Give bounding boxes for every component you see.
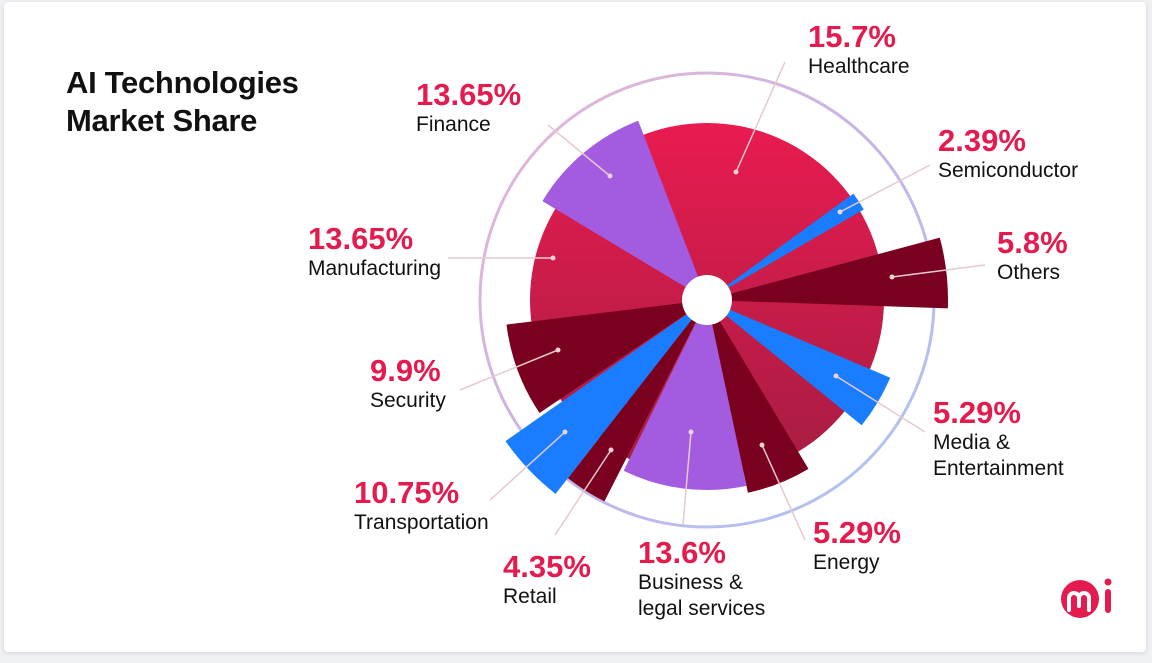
data-label-category: Finance bbox=[416, 113, 491, 136]
data-label: 5.8% Others bbox=[997, 226, 1068, 286]
leader-line bbox=[761, 444, 806, 541]
leader-dot bbox=[562, 429, 568, 435]
wedge-retail bbox=[567, 300, 707, 502]
wedge-energy bbox=[707, 300, 809, 493]
data-label-category: Healthcare bbox=[808, 55, 910, 78]
data-label-value: 13.65% bbox=[416, 77, 522, 112]
data-label: 9.9% Security bbox=[370, 354, 446, 414]
data-label: 15.7% Healthcare bbox=[808, 20, 910, 80]
data-label-value: 4.35% bbox=[503, 549, 591, 584]
leader-dot bbox=[759, 442, 765, 448]
leader-line bbox=[682, 431, 692, 526]
data-label-category: Others bbox=[997, 261, 1061, 284]
data-label-category: Transportation bbox=[354, 511, 489, 534]
data-label-category: Retail bbox=[503, 585, 557, 608]
leader-dot bbox=[837, 209, 843, 215]
data-label: 13.6% Business & legal services bbox=[638, 536, 765, 622]
wedge-business-legal-services bbox=[623, 300, 747, 491]
data-label-category: Security bbox=[370, 389, 446, 412]
data-label-value: 10.75% bbox=[354, 475, 460, 510]
data-label-value: 13.6% bbox=[638, 535, 726, 570]
data-label-value: 13.65% bbox=[308, 221, 414, 256]
data-label: 5.29% Energy bbox=[813, 516, 901, 576]
wedge-others bbox=[707, 237, 948, 309]
data-label: 13.65% Finance bbox=[416, 78, 521, 138]
data-label-category: Manufacturing bbox=[308, 257, 442, 280]
leader-line bbox=[554, 449, 612, 536]
data-label-value: 9.9% bbox=[370, 353, 441, 388]
leader-dot bbox=[833, 373, 839, 379]
data-label-category: Semiconductor bbox=[938, 159, 1079, 182]
data-label-category: Media & Entertainment bbox=[933, 431, 1064, 480]
data-label-value: 2.39% bbox=[938, 123, 1026, 158]
data-label-value: 5.29% bbox=[933, 395, 1021, 430]
leader-line bbox=[835, 375, 926, 433]
wedge-semiconductor bbox=[707, 193, 864, 300]
data-label-value: 15.7% bbox=[808, 19, 896, 54]
leader-dot bbox=[607, 173, 613, 179]
wedge-transportation bbox=[505, 300, 707, 494]
data-label: 4.35% Retail bbox=[503, 550, 591, 610]
leader-line bbox=[839, 164, 931, 213]
leader-dot bbox=[889, 274, 895, 280]
leader-line bbox=[459, 349, 559, 391]
leader-line bbox=[735, 61, 786, 173]
data-label-category: Business & legal services bbox=[638, 571, 766, 620]
leader-dot bbox=[550, 255, 556, 261]
leader-line bbox=[547, 124, 611, 177]
data-label-value: 5.29% bbox=[813, 515, 901, 550]
wedge-finance bbox=[542, 120, 707, 300]
leader-dot bbox=[733, 169, 739, 175]
data-label: 2.39% Semiconductor bbox=[938, 124, 1078, 184]
data-label: 5.29% Media & Entertainment bbox=[933, 396, 1064, 482]
chart-title: AI Technologies Market Share bbox=[66, 65, 299, 138]
center-hole bbox=[682, 275, 732, 325]
brand-logo bbox=[1061, 578, 1112, 618]
data-label: 10.75% Transportation bbox=[354, 476, 489, 536]
leader-line bbox=[489, 431, 566, 501]
wedge-media-entertainment bbox=[707, 300, 891, 426]
data-label-value: 5.8% bbox=[997, 225, 1068, 260]
data-label: 13.65% Manufacturing bbox=[308, 222, 441, 282]
leader-dot bbox=[555, 347, 561, 353]
wedge-security bbox=[506, 300, 707, 413]
data-label-category: Energy bbox=[813, 551, 880, 574]
leader-dot bbox=[608, 447, 614, 453]
leader-dot bbox=[688, 429, 694, 435]
leader-line bbox=[891, 264, 986, 278]
